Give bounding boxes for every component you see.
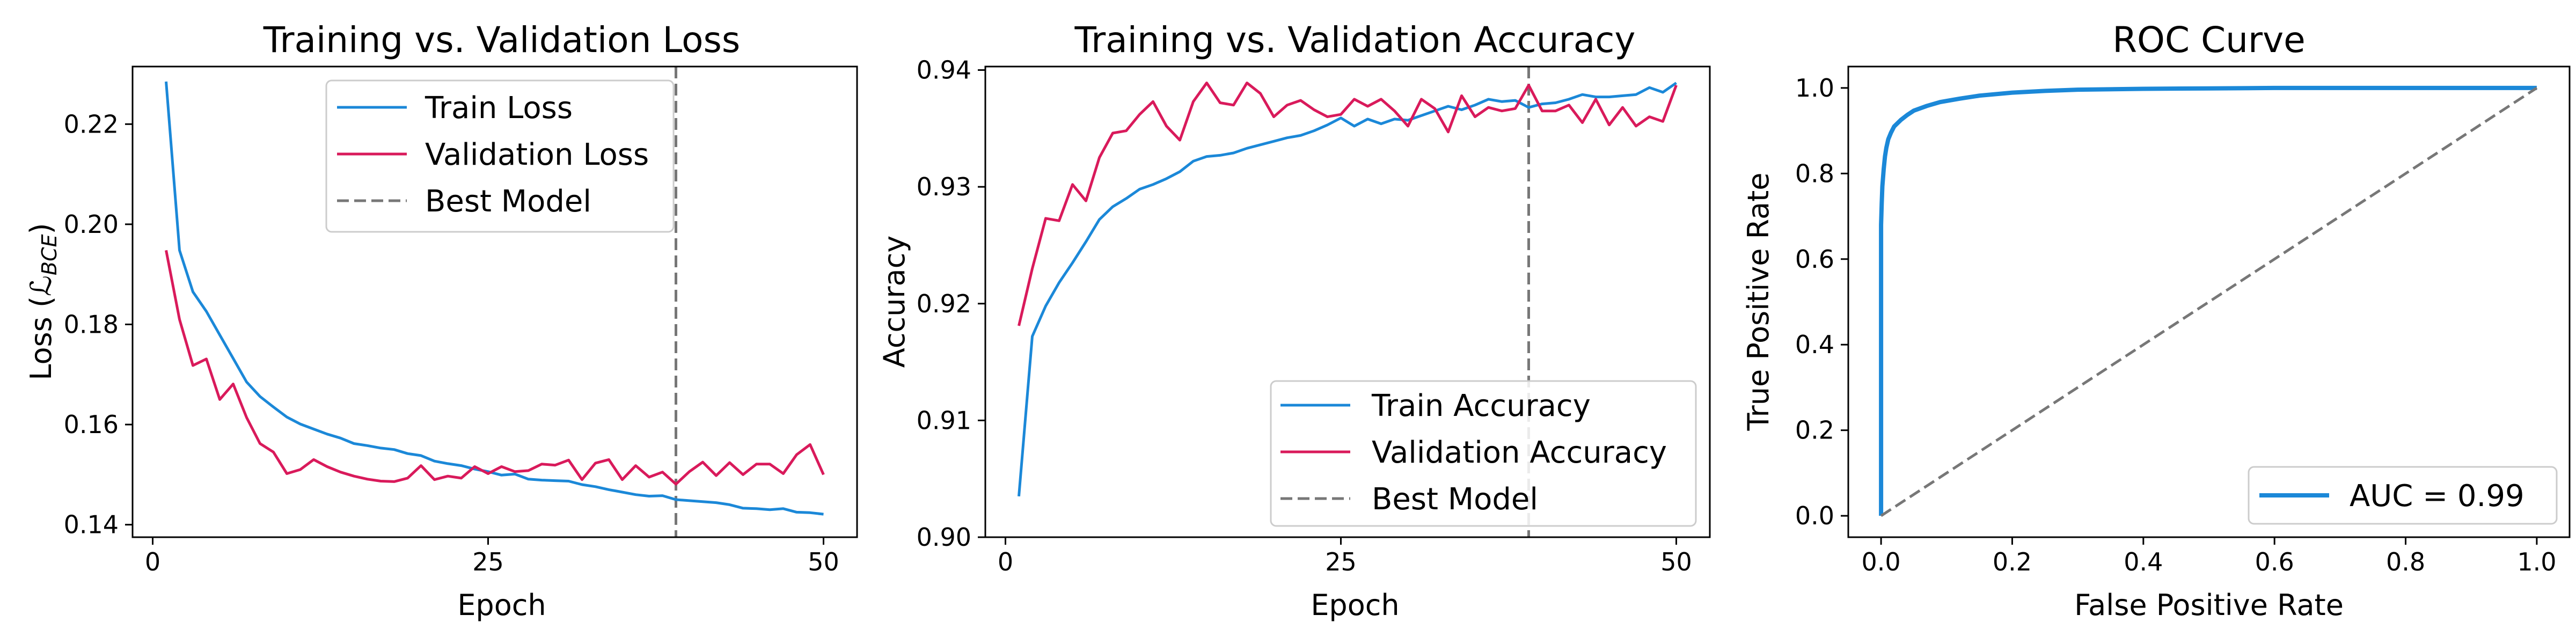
y-tick-label: 0.4 [1795, 330, 1834, 359]
y-tick-label: 0.14 [64, 510, 119, 539]
y-tick-label: 0.16 [64, 410, 119, 439]
series-line-train-loss [165, 81, 824, 516]
legend-label: Validation Loss [425, 137, 649, 172]
roc-chart: ROC Curve 0.0 0.2 0.4 0.6 0.8 1.0 0.0 0.2 0.4 0.6… [1741, 19, 2571, 622]
legend: Train Accuracy Validation Accuracy Best … [1270, 380, 1697, 527]
legend-label: Best Model [1372, 482, 1538, 517]
x-tick-label: 25 [1325, 547, 1357, 576]
x-tick-label: 1.0 [2517, 547, 2556, 576]
y-tick-label: 0.90 [917, 523, 971, 552]
legend: Train Loss Validation Loss Best Model [325, 79, 675, 233]
x-tick-label: 25 [472, 547, 504, 576]
plot-area: 0.0 0.2 0.4 0.6 0.8 1.0 0.0 0.2 0.4 0.6 0.8 1.0 [1795, 74, 2557, 576]
axes-frame [984, 65, 1711, 538]
y-tick-label: 0.0 [1795, 501, 1834, 530]
x-axis-label: False Positive Rate [2074, 588, 2344, 622]
accuracy-chart: Training vs. Validation Accuracy 0 25 50 0.… [877, 19, 1711, 622]
y-tick-label: 0.20 [64, 210, 119, 239]
y-tick-label: 0.92 [917, 289, 971, 318]
y-tick-label: 0.94 [917, 56, 971, 85]
legend-box [325, 79, 675, 233]
series-line-chance [1880, 86, 2538, 517]
y-tick-label: 0.22 [64, 109, 119, 138]
x-axis-label: Epoch [1311, 588, 1399, 622]
loss-chart: Training vs. Validation Loss 0 25 50 0.14 0.… [24, 19, 858, 622]
legend-label: Validation Accuracy [1372, 435, 1667, 470]
legend-label: AUC = 0.99 [2350, 479, 2524, 514]
legend-label: Train Loss [425, 91, 573, 126]
chart-title: ROC Curve [2112, 19, 2306, 61]
x-tick-label: 0.8 [2386, 547, 2425, 576]
y-tick-label: 0.6 [1795, 245, 1834, 274]
series-line-validation-accuracy [1018, 82, 1678, 326]
axes-frame [1847, 65, 2571, 538]
chart-title: Training vs. Validation Loss [263, 19, 740, 61]
x-tick-label: 50 [808, 547, 839, 576]
legend-label: Train Accuracy [1371, 389, 1591, 423]
y-tick-label: 0.91 [917, 406, 971, 435]
x-tick-label: 0.4 [2124, 547, 2163, 576]
x-tick-label: 50 [1660, 547, 1692, 576]
x-tick-label: 0 [145, 547, 160, 576]
y-axis-label: Accuracy [877, 236, 911, 368]
plot-area: 0 25 50 0.90 0.91 0.92 0.93 0.94 [917, 56, 1692, 576]
x-axis-label: Epoch [457, 588, 546, 622]
y-tick-label: 0.2 [1795, 416, 1834, 445]
y-tick-label: 0.93 [917, 172, 971, 201]
x-tick-label: 0.6 [2255, 547, 2294, 576]
legend-label: Best Model [425, 184, 591, 219]
x-tick-label: 0.2 [1993, 547, 2032, 576]
x-tick-label: 0 [998, 547, 1013, 576]
y-tick-label: 1.0 [1795, 74, 1834, 103]
y-axis-label: Loss (ℒBCE) [24, 223, 61, 380]
axes-frame [131, 65, 858, 538]
legend-box [2248, 466, 2558, 525]
y-axis-label: True Positive Rate [1741, 172, 1775, 431]
plot-area: 0 25 50 0.14 0.16 0.18 0.20 0.22 [64, 67, 839, 576]
x-tick-label: 0.0 [1862, 547, 1901, 576]
legend: AUC = 0.99 [2248, 466, 2558, 525]
series-line-validation-loss [165, 250, 825, 486]
y-tick-label: 0.8 [1795, 159, 1834, 188]
legend-box [1270, 380, 1697, 527]
chart-title: Training vs. Validation Accuracy [1074, 19, 1635, 61]
series-line-auc-0-99 [1879, 85, 2537, 516]
series-line-train-accuracy [1018, 82, 1677, 497]
y-tick-label: 0.18 [64, 310, 119, 339]
